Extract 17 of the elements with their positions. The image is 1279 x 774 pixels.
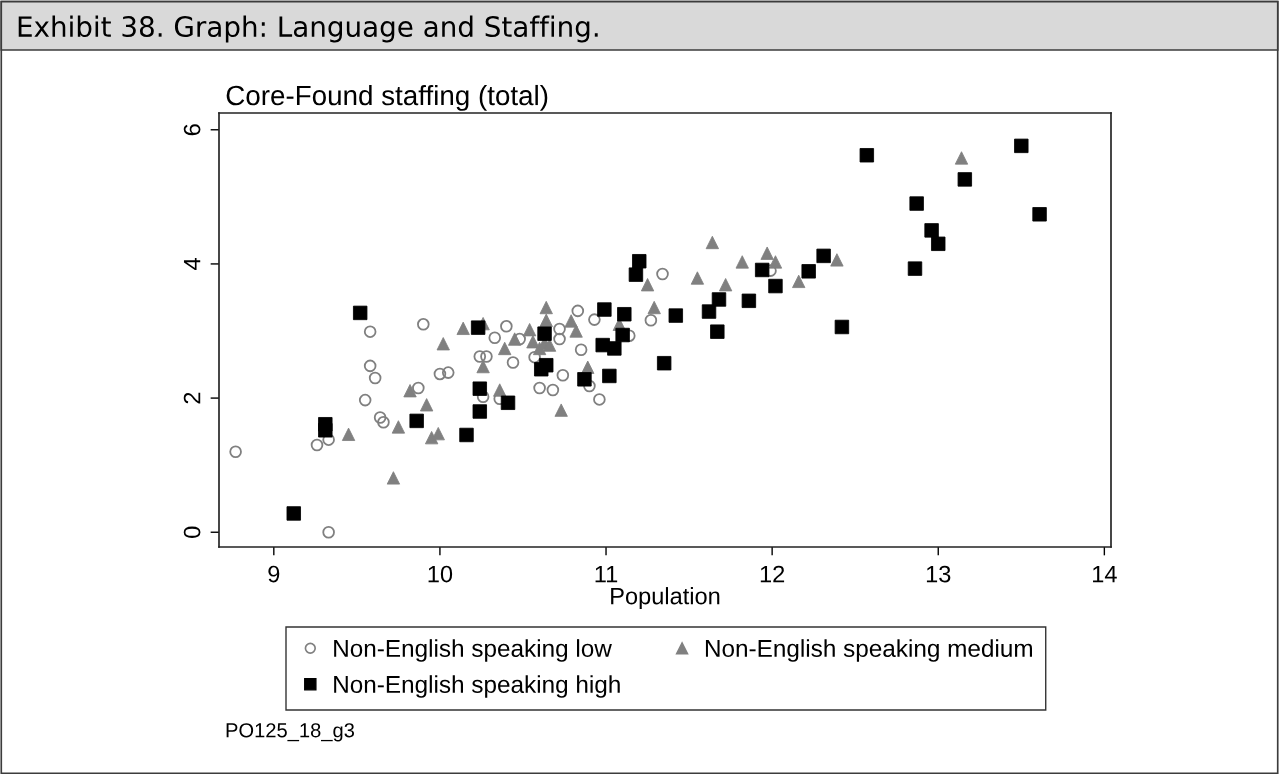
x-tick-label: 11	[595, 565, 618, 583]
legend-label: Non-English speaking medium	[705, 639, 1032, 662]
text: PO125_18_g3	[226, 723, 355, 742]
y-tick-label: 4	[183, 258, 201, 270]
chart-title: Exhibit 38. Graph: Language and Staffing.	[18, 15, 598, 43]
x-tick-label: 14	[1093, 565, 1117, 583]
y-tick-label: 6	[183, 124, 201, 136]
legend-label: Non-English speaking low	[334, 639, 612, 662]
x-tick-label: 10	[428, 565, 453, 583]
x-axis-title: Population	[611, 587, 720, 610]
x-tick-label: 13	[926, 565, 951, 583]
y-tick-label: 2	[183, 392, 201, 404]
legend-label: Non-English speaking high	[334, 675, 620, 698]
x-tick-label: 9	[268, 565, 280, 583]
y-axis-title: Core-Found staffing (total)	[226, 84, 548, 111]
x-tick-label: 12	[760, 565, 785, 583]
y-tick-label: 0	[183, 526, 201, 538]
